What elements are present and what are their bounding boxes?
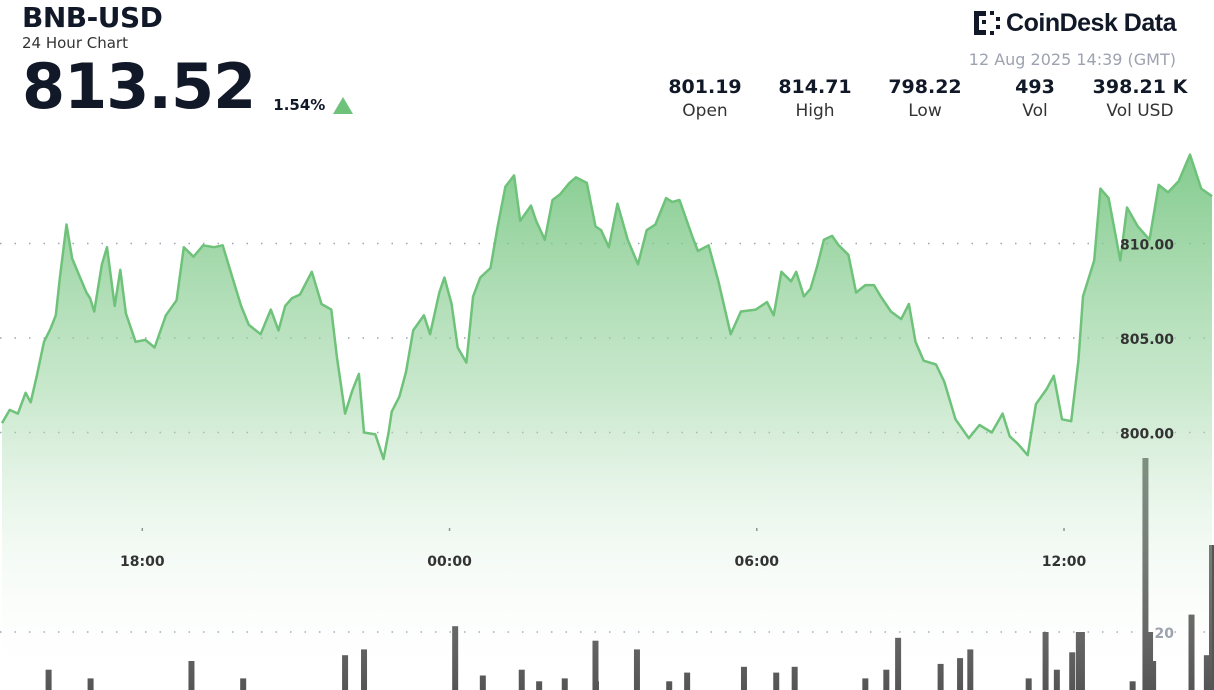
stat-value: 801.19 — [668, 76, 742, 98]
stats-panel: 801.19 Open 814.71 High 798.22 Low 493 V… — [650, 76, 1190, 121]
stat-value: 398.21 K — [1092, 76, 1188, 98]
price-row: 813.52 1.54% — [22, 50, 354, 123]
stat-label: Vol — [1022, 101, 1048, 121]
volume-tick-label: 20 — [1155, 626, 1175, 642]
stat-vol: 493 Vol — [980, 76, 1090, 121]
y-tick-label: 800.00 — [1120, 427, 1174, 443]
stat-value: 798.22 — [888, 76, 962, 98]
coindesk-logo-icon — [974, 11, 1001, 35]
brand-logo: CoinDesk Data — [972, 8, 1176, 38]
stat-high: 814.71 High — [760, 76, 870, 121]
brand-name: CoinDesk Data — [1006, 8, 1176, 37]
price-change-percent: 1.54% — [273, 96, 326, 114]
up-triangle-icon — [333, 97, 354, 114]
y-tick-label: 805.00 — [1120, 332, 1174, 348]
stat-open: 801.19 Open — [650, 76, 760, 121]
stat-vol-usd: 398.21 K Vol USD — [1090, 76, 1190, 121]
stat-label: Vol USD — [1106, 101, 1174, 121]
stat-low: 798.22 Low — [870, 76, 980, 121]
stat-value: 814.71 — [778, 76, 852, 98]
timestamp: 12 Aug 2025 14:39 (GMT) — [968, 50, 1176, 69]
stat-label: Open — [682, 101, 728, 121]
price-area-fill — [2, 154, 1212, 690]
stat-label: Low — [908, 101, 942, 121]
chart-header: BNB-USD 24 Hour Chart 813.52 1.54% — [22, 0, 354, 123]
stat-label: High — [795, 101, 835, 121]
stat-value: 493 — [1015, 76, 1055, 98]
x-tick-label: 00:00 — [427, 554, 472, 570]
axis-labels: 810.00 805.00 800.00 20 18:00 00:00 06:00 12:00 — [120, 237, 1174, 642]
y-tick-label: 810.00 — [1120, 237, 1174, 253]
price-line — [0, 153, 1213, 461]
x-tick-label: 12:00 — [1042, 554, 1087, 570]
symbol-title: BNB-USD — [22, 1, 163, 34]
chart-subtitle: 24 Hour Chart — [22, 34, 128, 52]
x-tick-label: 06:00 — [734, 554, 779, 570]
x-tick-label: 18:00 — [120, 554, 165, 570]
current-price: 813.52 — [22, 50, 256, 123]
